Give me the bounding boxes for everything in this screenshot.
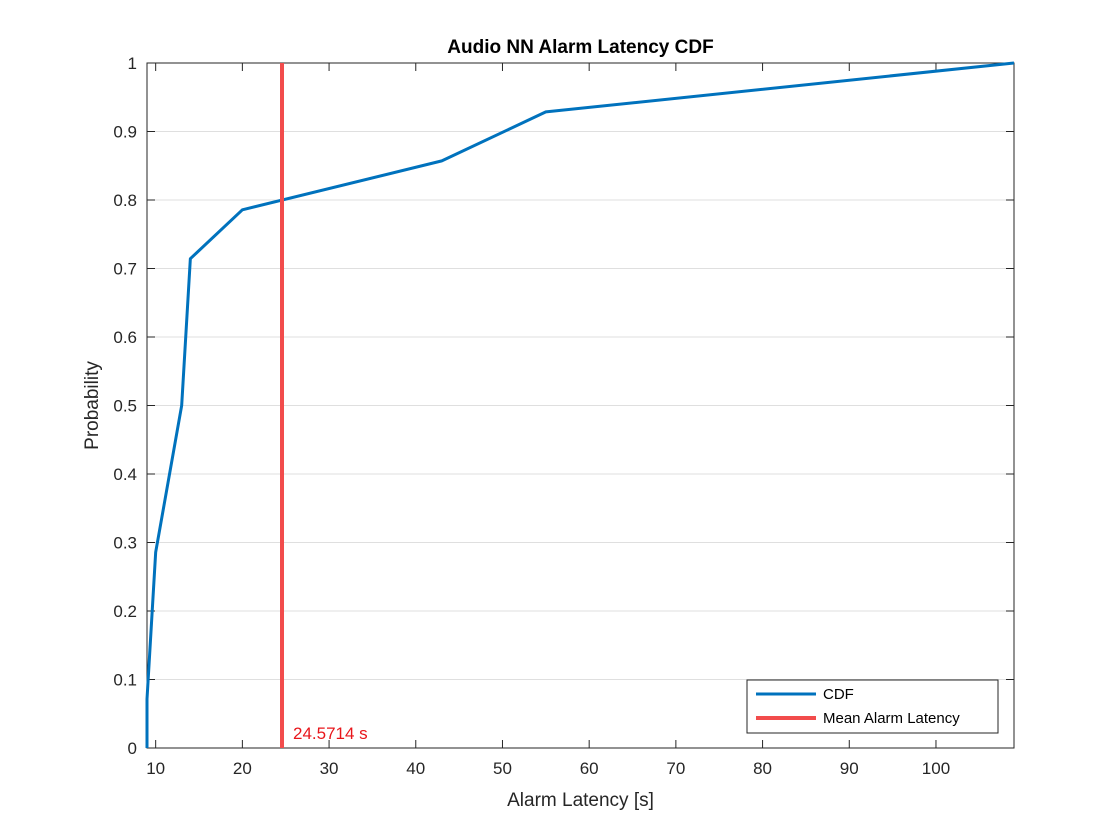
mean-latency-annotation: 24.5714 s: [293, 724, 368, 743]
series-lines: [145, 61, 1015, 748]
x-tick-label: 90: [840, 759, 859, 778]
y-tick-label: 0.1: [113, 671, 137, 690]
legend-label-mean-latency: Mean Alarm Latency: [823, 710, 960, 727]
cdf-line: [145, 61, 1015, 748]
x-tick-label: 10: [146, 759, 165, 778]
x-tick-label: 30: [320, 759, 339, 778]
y-tick-label: 0.5: [113, 397, 137, 416]
legend-box: [746, 679, 999, 734]
x-tick-label: 50: [493, 759, 512, 778]
y-axis-title: Probability: [82, 361, 103, 450]
chart-title: Audio NN Alarm Latency CDF: [447, 37, 713, 58]
y-tick-label: 0: [128, 739, 137, 758]
x-tick-label: 20: [233, 759, 252, 778]
x-tick-label: 80: [753, 759, 772, 778]
y-tick-label: 0.8: [113, 191, 137, 210]
x-tick-label: 40: [406, 759, 425, 778]
y-tick-label: 1: [128, 54, 137, 73]
y-tick-label: 0.3: [113, 534, 137, 553]
axis-ticks: 0 0.1 0.2 0.3 0.4 0.5 0.6 0.7 0.8 0.9 1 10 20 30 40 50 6…: [113, 54, 1014, 778]
y-tick-label: 0.7: [113, 260, 137, 279]
x-tick-label: 60: [580, 759, 599, 778]
y-tick-label: 0.9: [113, 123, 137, 142]
x-tick-label: 70: [666, 759, 685, 778]
x-tick-label: 100: [922, 759, 950, 778]
y-tick-label: 0.2: [113, 602, 137, 621]
y-tick-label: 0.4: [113, 465, 137, 484]
y-tick-label: 0.6: [113, 328, 137, 347]
legend: CDF Mean Alarm Latency: [746, 679, 999, 734]
legend-label-cdf: CDF: [823, 686, 854, 703]
x-axis-title: Alarm Latency [s]: [507, 790, 654, 811]
